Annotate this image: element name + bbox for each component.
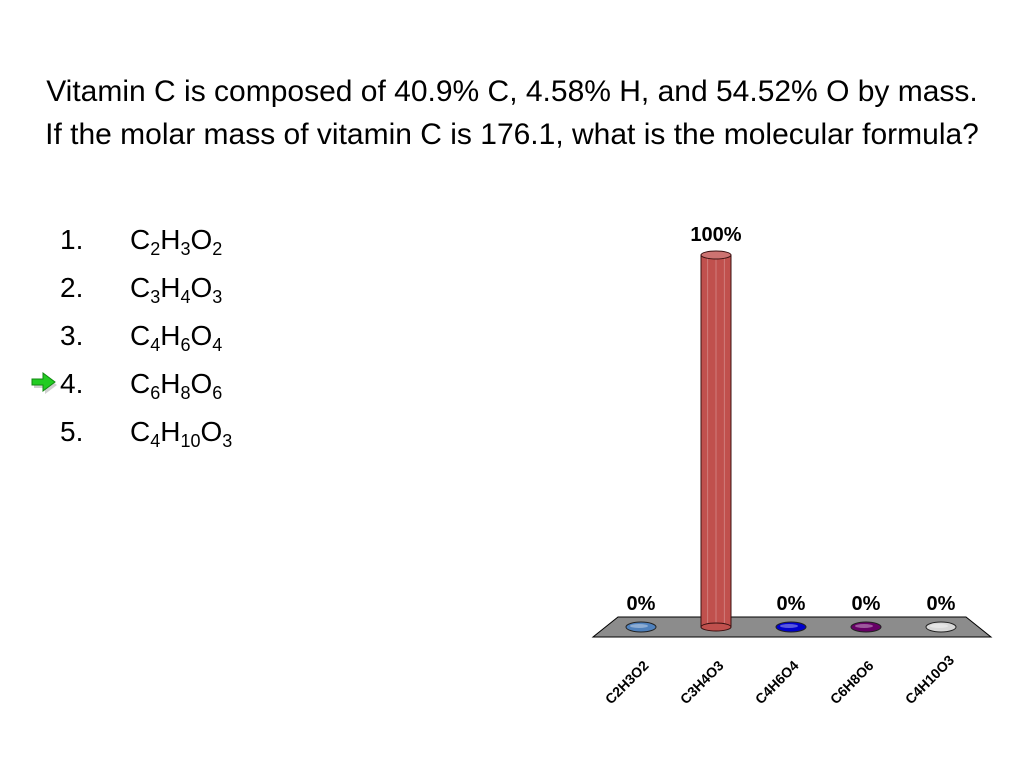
data-label: 100% [690,224,741,246]
formula-element: O [190,368,213,399]
formula-element: C [130,368,151,399]
formula-element: C [130,416,151,447]
formula-element: H [160,368,181,399]
formula-element: C [130,272,151,303]
formula-subscript: 3 [180,239,191,259]
formula-element: O [200,416,223,447]
answer-list: 1. C2H3O2 2. C3H4O3 3. C4H6O4 4. C6H8O6 5. C4H10O… [0,218,400,458]
category-label: C3H4O3 [677,657,727,707]
answer-item: 2. C3H4O3 [0,266,400,314]
formula-subscript: 4 [150,335,161,355]
formula-element: O [190,224,213,255]
formula-element: O [190,272,213,303]
bar-base [700,622,732,632]
formula-element: H [160,320,181,351]
formula-element: H [160,224,181,255]
category-label: C4H6O4 [752,657,802,707]
question-title: Vitamin C is composed of 40.9% C, 4.58% … [45,75,979,151]
formula-subscript: 2 [150,239,161,259]
formula-subscript: 6 [180,335,191,355]
formula-subscript: 6 [212,383,223,403]
formula-subscript: 4 [212,335,223,355]
data-label: 0% [627,593,656,615]
answer-formula: C4H10O3 [130,416,233,451]
bar-highlight [855,624,873,628]
answer-formula: C4H6O4 [130,320,223,355]
answer-number: 3. [60,320,84,351]
bar-top [700,250,732,260]
category-label: C4H10O3 [902,652,957,707]
formula-subscript: 4 [150,431,161,451]
answer-formula: C2H3O2 [130,224,223,259]
formula-element: C [130,320,151,351]
answer-number: 5. [60,416,84,447]
green-arrow-icon [31,372,57,394]
answer-formula: C6H8O6 [130,368,223,403]
bar-highlight [930,624,948,628]
formula-element: H [160,416,181,447]
formula-element: C [130,224,151,255]
bar-highlight [630,624,648,628]
formula-subscript: 10 [180,431,201,451]
answer-item: 5. C4H10O3 [0,410,400,458]
answer-number: 4. [60,368,84,399]
answer-item: 3. C4H6O4 [0,314,400,362]
category-label: C2H3O2 [602,657,652,707]
data-label: 0% [852,593,881,615]
formula-element: O [190,320,213,351]
formula-subscript: 2 [212,239,223,259]
formula-subscript: 6 [150,383,161,403]
formula-subscript: 4 [180,287,191,307]
answer-item: 4. C6H8O6 [0,362,400,410]
answer-number: 1. [60,224,84,255]
answer-number: 2. [60,272,84,303]
data-label: 0% [927,593,956,615]
formula-subscript: 3 [222,431,233,451]
answer-item: 1. C2H3O2 [0,218,400,266]
formula-element: H [160,272,181,303]
answer-formula: C3H4O3 [130,272,223,307]
category-label: C6H8O6 [827,657,877,707]
formula-subscript: 3 [212,287,223,307]
data-label: 0% [777,593,806,615]
formula-subscript: 8 [180,383,191,403]
bar-highlight [780,624,798,628]
formula-subscript: 3 [150,287,161,307]
